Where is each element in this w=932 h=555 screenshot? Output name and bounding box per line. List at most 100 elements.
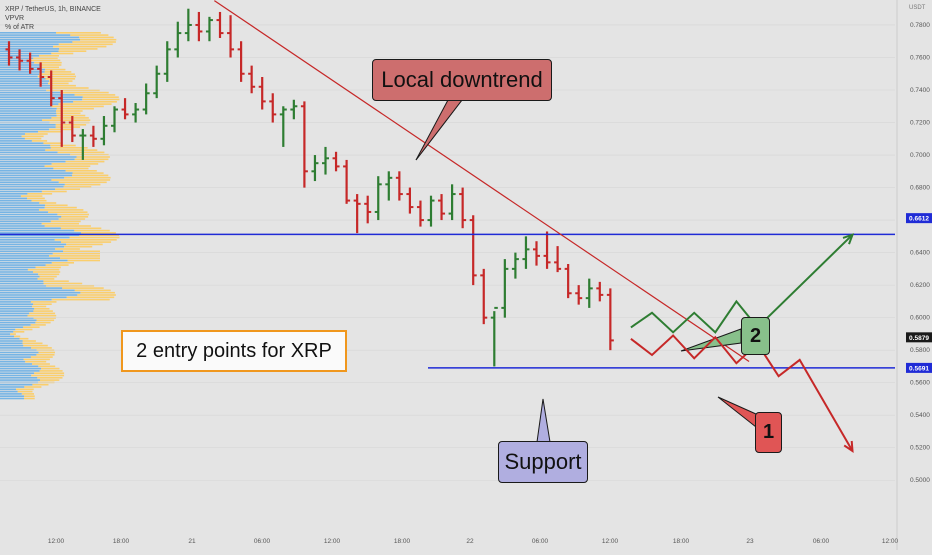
volume-profile-row bbox=[0, 52, 52, 55]
volume-profile-row bbox=[0, 278, 38, 280]
ohlc-bar bbox=[343, 159, 351, 204]
ohlc-bar bbox=[606, 288, 614, 351]
volume-profile-row bbox=[0, 328, 16, 331]
ohlc-bar bbox=[353, 194, 361, 234]
volume-profile-row bbox=[79, 234, 120, 236]
y-tick-label: 0.6800 bbox=[910, 185, 930, 192]
volume-profile-row bbox=[39, 275, 57, 278]
y-tick-label: 0.5200 bbox=[910, 445, 930, 452]
volume-profile-row bbox=[59, 48, 98, 50]
volume-profile-row bbox=[0, 259, 68, 262]
volume-profile-row bbox=[0, 379, 40, 381]
indicator-atr-label: % of ATR bbox=[5, 24, 35, 31]
volume-profile-row bbox=[0, 397, 24, 400]
volume-profile-row bbox=[0, 365, 39, 368]
volume-profile-row bbox=[0, 363, 32, 365]
ohlc-bar bbox=[554, 246, 562, 273]
volume-profile-row bbox=[38, 273, 60, 276]
volume-profile-row bbox=[22, 342, 43, 345]
ohlc-bar bbox=[58, 90, 66, 147]
price-axis: 0.5000 0.5200 0.5400 0.5600 0.5800 0.6000 0.62… bbox=[896, 0, 932, 550]
volume-profile-row bbox=[0, 374, 32, 377]
volume-profile-row bbox=[56, 114, 86, 117]
volume-profile-row bbox=[37, 377, 63, 379]
volume-profile-row bbox=[0, 34, 71, 36]
volume-profile-row bbox=[55, 248, 80, 250]
volume-profile-row bbox=[0, 73, 40, 75]
ohlc-bar bbox=[406, 187, 414, 214]
ohlc-bar bbox=[89, 125, 97, 147]
ohlc-bar bbox=[269, 93, 277, 123]
volume-profile-row bbox=[19, 337, 29, 340]
volume-profile-row bbox=[0, 383, 33, 386]
volume-profile-row bbox=[41, 190, 67, 193]
y-tick-label: 0.7600 bbox=[910, 54, 930, 61]
currency-label: USDT bbox=[909, 5, 926, 11]
volume-profile-row bbox=[25, 133, 48, 135]
downtrend-line bbox=[214, 0, 750, 363]
volume-profile-row bbox=[43, 142, 62, 144]
volume-profile-row bbox=[66, 243, 103, 246]
volume-profile-row bbox=[0, 271, 33, 273]
y-tick-label: 0.6400 bbox=[910, 250, 930, 257]
ohlc-bar bbox=[490, 306, 498, 367]
volume-profile-row bbox=[0, 367, 42, 370]
x-tick-label: 12:00 bbox=[602, 538, 619, 545]
volume-profile-row bbox=[0, 43, 59, 46]
ohlc-bar bbox=[311, 155, 319, 182]
volume-profile-row bbox=[29, 312, 56, 315]
volume-profile-row bbox=[0, 91, 61, 94]
volume-profile-row bbox=[0, 179, 52, 181]
x-tick-label: 06:00 bbox=[254, 538, 271, 545]
price-tag-box bbox=[906, 362, 932, 373]
volume-profile-row bbox=[58, 43, 113, 46]
volume-profile-row bbox=[0, 133, 25, 135]
volume-profile-row bbox=[17, 390, 33, 393]
price-tag: 0.5691 bbox=[906, 362, 932, 373]
volume-profile-row bbox=[0, 216, 62, 218]
volume-profile-row bbox=[0, 282, 44, 285]
volume-profile-row bbox=[0, 360, 26, 363]
volume-profile-row bbox=[16, 388, 34, 391]
volume-profile-row bbox=[0, 156, 77, 158]
volume-profile-row bbox=[65, 160, 105, 163]
volume-profile-row bbox=[0, 128, 50, 131]
volume-profile-row bbox=[50, 84, 76, 87]
volume-profile-row bbox=[0, 126, 56, 128]
volume-profile-row bbox=[0, 38, 80, 41]
volume-profile-row bbox=[0, 236, 70, 239]
volume-profile-row bbox=[0, 225, 45, 227]
volume-profile-row bbox=[0, 342, 23, 345]
volume-profile-row bbox=[37, 75, 76, 78]
volume-profile-row bbox=[27, 193, 53, 195]
volume-profile-row bbox=[0, 144, 51, 147]
volume-profile-row bbox=[0, 147, 51, 149]
local-downtrend-label: Local downtrend bbox=[372, 59, 552, 101]
volume-profile-row bbox=[30, 356, 53, 358]
volume-profile-row bbox=[0, 213, 58, 216]
volume-profile-row bbox=[13, 331, 25, 333]
volume-profile-row bbox=[15, 328, 33, 331]
volume-profile-row bbox=[0, 312, 30, 315]
volume-profile-row bbox=[31, 199, 47, 202]
volume-profile-row bbox=[0, 50, 59, 52]
volume-profile-row bbox=[64, 183, 101, 186]
volume-profile-row bbox=[76, 156, 110, 158]
y-tick-label: 0.6200 bbox=[910, 282, 930, 289]
volume-profile-row bbox=[51, 117, 89, 119]
volume-profile-row bbox=[72, 41, 116, 43]
ohlc-bar bbox=[237, 41, 245, 82]
ohlc-bar bbox=[385, 171, 393, 201]
volume-profile-row bbox=[0, 264, 46, 266]
volume-profile-row bbox=[0, 167, 54, 170]
volume-profile-row bbox=[0, 206, 45, 209]
volume-profile-row bbox=[0, 333, 11, 335]
ohlc-bar bbox=[511, 252, 519, 279]
ohlc-bar bbox=[195, 11, 203, 42]
volume-profile-row bbox=[74, 289, 111, 292]
volume-profile-row bbox=[0, 103, 59, 105]
ohlc-bar bbox=[332, 151, 340, 172]
volume-profile-row bbox=[65, 170, 97, 172]
volume-profile-row bbox=[0, 377, 38, 379]
